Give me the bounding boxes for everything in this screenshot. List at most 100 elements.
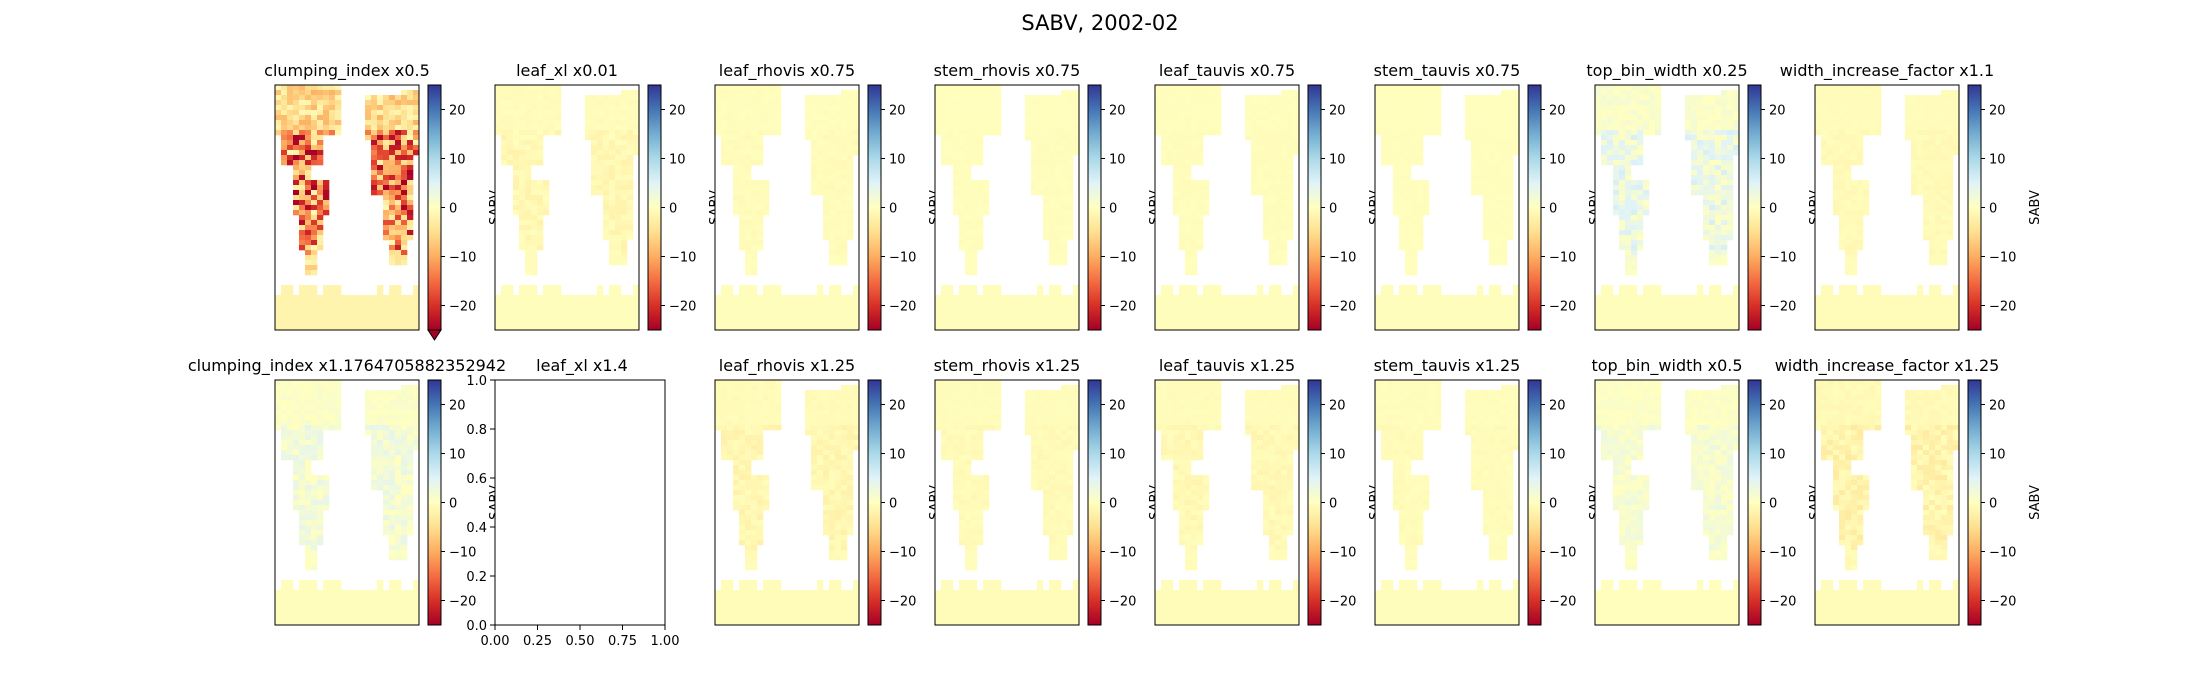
map-cell — [745, 170, 752, 176]
map-cell — [1031, 315, 1038, 321]
map-cell — [1393, 165, 1400, 171]
map-cell — [519, 100, 526, 106]
map-cell — [383, 305, 390, 311]
map-cell — [1399, 195, 1406, 201]
map-cell — [947, 155, 954, 161]
map-cell — [1275, 100, 1282, 106]
map-cell — [513, 165, 520, 171]
map-cell — [383, 95, 390, 101]
map-cell — [811, 155, 818, 161]
map-cell — [543, 320, 550, 326]
map-cell — [377, 325, 384, 331]
map-cell — [1685, 110, 1692, 116]
map-cell — [1405, 240, 1412, 246]
map-cell — [935, 110, 942, 116]
map-cell — [1275, 250, 1282, 256]
map-cell — [1821, 90, 1828, 96]
map-cell — [407, 225, 414, 231]
map-cell — [745, 105, 752, 111]
map-cell — [1429, 285, 1436, 291]
map-cell — [407, 205, 414, 211]
map-cell — [1441, 325, 1448, 331]
map-cell — [299, 295, 306, 301]
map-cell — [1055, 200, 1062, 206]
map-cell — [1191, 200, 1198, 206]
map-cell — [989, 305, 996, 311]
map-cell — [745, 240, 752, 246]
map-cell — [1643, 210, 1650, 216]
map-cell — [1815, 90, 1822, 96]
map-cell — [1269, 100, 1276, 106]
map-cell — [739, 285, 746, 291]
map-cell — [847, 225, 854, 231]
map-cell — [1417, 155, 1424, 161]
map-cell — [1495, 100, 1502, 106]
map-cell — [389, 255, 396, 261]
map-cell — [353, 295, 360, 301]
map-cell — [1495, 230, 1502, 236]
map-cell — [751, 180, 758, 186]
map-cell — [603, 225, 610, 231]
map-cell — [1821, 130, 1828, 136]
map-cell — [1173, 160, 1180, 166]
map-cell — [1381, 295, 1388, 301]
map-cell — [1465, 100, 1472, 106]
map-cell — [377, 305, 384, 311]
map-cell — [1857, 160, 1864, 166]
map-cell — [853, 90, 860, 96]
map-cell — [1507, 195, 1514, 201]
map-cell — [1839, 85, 1846, 91]
map-cell — [1489, 105, 1496, 111]
map-cell — [371, 305, 378, 311]
map-cell — [1423, 195, 1430, 201]
map-cell — [1607, 290, 1614, 296]
map-cell — [1287, 225, 1294, 231]
map-cell — [1417, 210, 1424, 216]
map-cell — [1167, 315, 1174, 321]
map-cell — [1631, 255, 1638, 261]
map-cell — [971, 315, 978, 321]
map-cell — [1061, 150, 1068, 156]
map-cell — [941, 155, 948, 161]
map-cell — [1061, 305, 1068, 311]
map-cell — [1209, 325, 1216, 331]
map-cell — [1471, 125, 1478, 131]
map-cell — [1067, 130, 1074, 136]
map-cell — [525, 105, 532, 111]
map-cell — [1721, 240, 1728, 246]
map-cell — [1263, 210, 1270, 216]
map-cell — [733, 295, 740, 301]
map-cell — [983, 290, 990, 296]
map-cell — [751, 200, 758, 206]
map-cell — [1619, 240, 1626, 246]
map-cell — [1405, 90, 1412, 96]
map-cell — [841, 110, 848, 116]
map-cell — [751, 245, 758, 251]
map-cell — [281, 85, 288, 91]
map-cell — [1947, 160, 1954, 166]
map-cell — [1263, 155, 1270, 161]
map-cell — [769, 90, 776, 96]
map-cell — [1513, 295, 1520, 301]
map-cell — [977, 200, 984, 206]
map-cell — [1203, 310, 1210, 316]
map-cell — [1287, 170, 1294, 176]
map-cell — [1167, 125, 1174, 131]
map-cell — [525, 220, 532, 226]
map-cell — [1055, 175, 1062, 181]
map-cell — [1643, 105, 1650, 111]
map-cell — [739, 240, 746, 246]
map-cell — [1191, 310, 1198, 316]
map-cell — [591, 120, 598, 126]
map-cell — [317, 300, 324, 306]
map-cell — [1251, 185, 1258, 191]
map-cell — [1703, 195, 1710, 201]
map-cell — [763, 100, 770, 106]
map-cell — [745, 315, 752, 321]
map-cell — [501, 140, 508, 146]
map-cell — [1167, 120, 1174, 126]
map-cell — [1685, 300, 1692, 306]
map-cell — [959, 95, 966, 101]
map-cell — [531, 255, 538, 261]
